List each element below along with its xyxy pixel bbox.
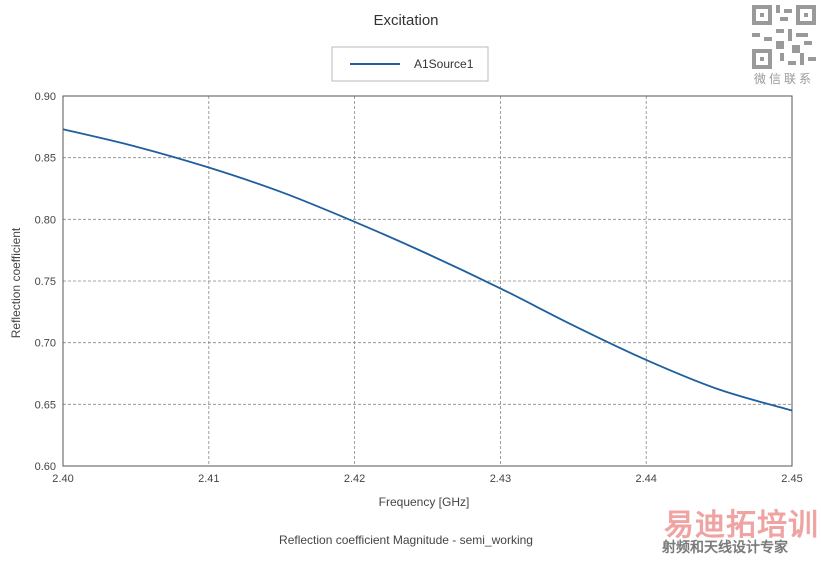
chart-subtitle: Reflection coefficient Magnitude - semi_…	[279, 533, 533, 547]
x-axis-label: Frequency [GHz]	[379, 495, 470, 509]
y-tick-label: 0.65	[35, 399, 56, 411]
y-tick-label: 0.75	[35, 276, 56, 288]
legend-label: A1Source1	[414, 57, 474, 71]
x-tick-label: 2.42	[344, 473, 365, 485]
tick-labels: 2.40 2.41 2.42 2.43 2.44 2.45 0.60 0.65 0.70 0.75…	[35, 91, 803, 485]
x-tick-label: 2.45	[781, 473, 802, 485]
watermark-brand: 易迪拓培训	[664, 509, 819, 542]
watermark-tagline: 射频和天线设计专家	[662, 539, 788, 555]
y-tick-label: 0.80	[35, 214, 56, 226]
y-tick-label: 0.70	[35, 338, 56, 350]
y-axis-label: Reflection coefficient	[9, 227, 23, 338]
x-tick-label: 2.41	[198, 473, 219, 485]
chart-title: Excitation	[373, 12, 438, 29]
y-tick-label: 0.90	[35, 91, 56, 103]
x-tick-label: 2.40	[52, 473, 73, 485]
series-line-a1source1	[62, 128, 793, 412]
grid	[63, 96, 792, 466]
x-tick-label: 2.43	[490, 473, 511, 485]
qr-code-icon	[752, 5, 816, 69]
qr-caption: 微信联系	[753, 72, 814, 86]
legend: A1Source1	[331, 46, 489, 82]
x-tick-label: 2.44	[635, 473, 656, 485]
series-layer	[62, 128, 793, 412]
plot-frame	[62, 95, 793, 467]
y-tick-label: 0.85	[35, 153, 56, 165]
y-tick-label: 0.60	[35, 461, 56, 473]
